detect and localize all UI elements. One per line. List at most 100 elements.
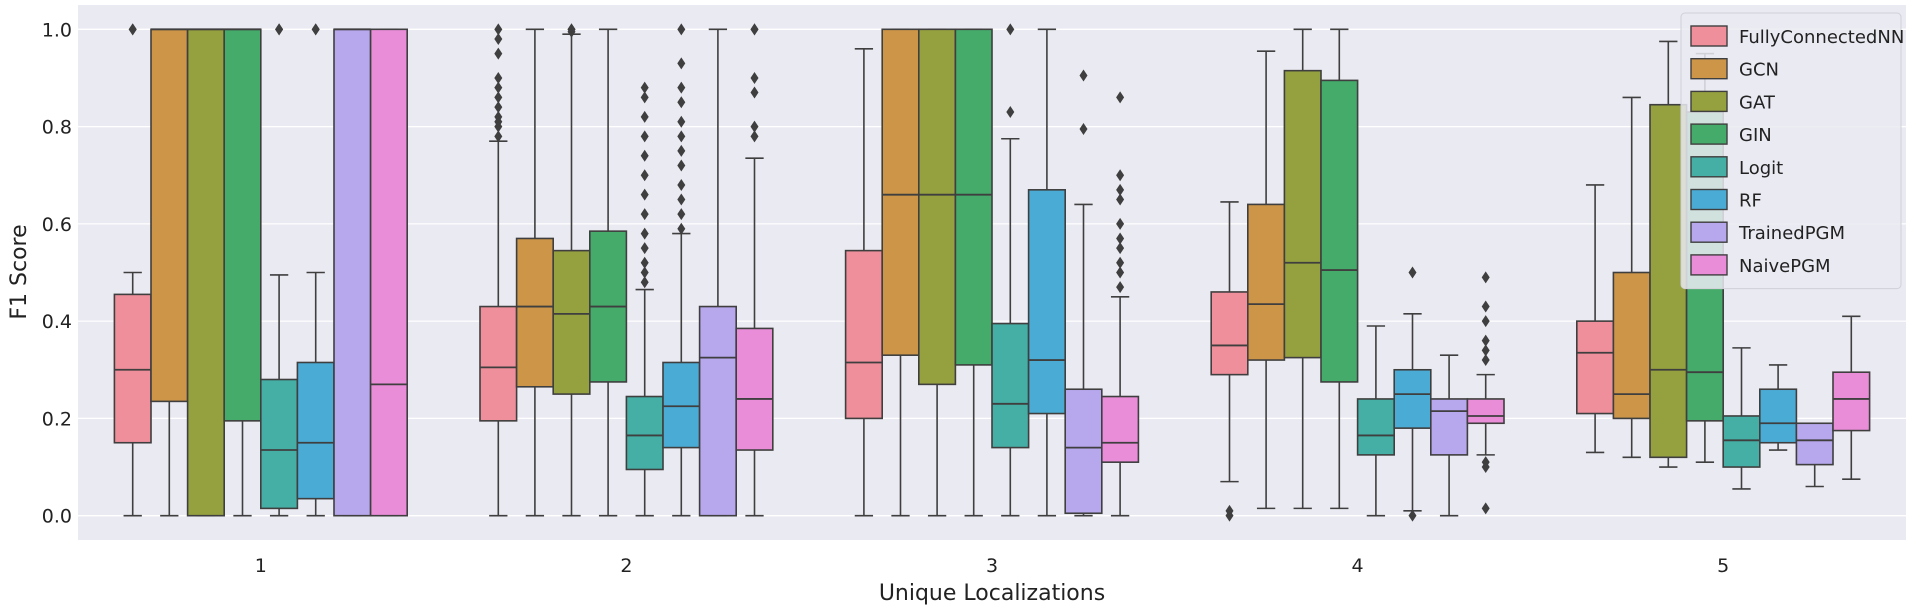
outlier-point — [494, 23, 503, 36]
legend-swatch — [1690, 58, 1728, 80]
outlier-point — [750, 86, 759, 99]
box-Logit-1 — [259, 23, 299, 517]
box-body — [1210, 291, 1249, 376]
box-Logit-5 — [1722, 347, 1761, 490]
legend-label: Logit — [1739, 158, 1783, 179]
outlier-point — [677, 208, 686, 221]
legend-label: FullyConnectedNN — [1739, 27, 1904, 48]
y-tick-label: 0.6 — [42, 214, 72, 236]
outlier-point — [640, 169, 649, 182]
outlier-point — [1481, 456, 1490, 469]
box-body — [1247, 203, 1286, 361]
box-body — [150, 28, 189, 403]
box-FullyConnectedNN-5 — [1576, 184, 1615, 454]
x-axis-label: Unique Localizations — [879, 581, 1105, 606]
outlier-point — [677, 81, 686, 94]
outlier-point — [1481, 334, 1490, 347]
outlier-point — [750, 23, 759, 36]
box-GAT-2 — [552, 23, 591, 517]
box-body — [369, 28, 409, 517]
box-body — [113, 293, 152, 444]
box-body — [1393, 368, 1432, 429]
box-body — [1759, 388, 1798, 444]
outlier-point — [1481, 344, 1490, 357]
legend-label: RF — [1739, 191, 1762, 212]
legend-item-NaivePGM: NaivePGM — [1690, 254, 1831, 277]
outlier-point — [1006, 23, 1015, 36]
box-body — [698, 305, 737, 517]
legend-item-GAT: GAT — [1690, 90, 1776, 113]
box-body — [1064, 388, 1103, 515]
outlier-point — [640, 208, 649, 221]
outlier-point — [640, 242, 649, 255]
outlier-point — [1079, 69, 1088, 82]
box-body — [259, 378, 299, 510]
box-body — [1283, 69, 1322, 359]
outlier-point — [640, 149, 649, 162]
outlier-point — [1225, 504, 1234, 517]
box-body — [1466, 398, 1505, 425]
box-GAT-4 — [1283, 28, 1322, 510]
legend-item-FullyConnectedNN: FullyConnectedNN — [1690, 25, 1904, 48]
box-body — [881, 28, 920, 356]
box-NaivePGM-5 — [1832, 315, 1871, 481]
legend-label: TrainedPGM — [1738, 223, 1845, 244]
outlier-point — [1116, 281, 1125, 294]
outlier-point — [750, 71, 759, 84]
outlier-point — [677, 115, 686, 128]
box-body — [1320, 79, 1359, 383]
box-RF-2 — [662, 23, 701, 517]
outlier-point — [677, 23, 686, 36]
outlier-point — [494, 130, 503, 143]
box-body — [1356, 398, 1395, 456]
outlier-point — [128, 23, 137, 36]
outlier-point — [494, 47, 503, 60]
outlier-point — [1006, 106, 1015, 118]
legend-swatch — [1690, 25, 1728, 47]
outlier-point — [1481, 502, 1490, 515]
outlier-point — [1116, 256, 1125, 269]
x-tick-label: 3 — [986, 555, 998, 577]
outlier-point — [494, 81, 503, 94]
outlier-point — [640, 188, 649, 201]
box-body — [1101, 395, 1140, 463]
box-body — [1612, 271, 1651, 420]
box-GIN-3 — [954, 28, 993, 517]
box-body — [296, 361, 335, 500]
box-GCN-1 — [150, 28, 189, 517]
y-tick-label: 1.0 — [42, 19, 72, 41]
outlier-point — [640, 130, 649, 143]
box-RF-1 — [296, 23, 335, 517]
legend: FullyConnectedNN GCN GAT GIN Logit RF TrainedP… — [1680, 12, 1904, 290]
box-body — [333, 28, 372, 517]
outlier-point — [275, 23, 284, 36]
box-TrainedPGM-3 — [1064, 69, 1103, 517]
outlier-point — [677, 144, 686, 157]
box-GAT-3 — [917, 28, 957, 517]
box-GCN-5 — [1612, 96, 1651, 459]
x-tick-label: 4 — [1352, 555, 1364, 577]
box-FullyConnectedNN-2 — [479, 23, 518, 517]
outlier-point — [1116, 91, 1125, 104]
outlier-point — [1116, 232, 1125, 245]
outlier-point — [750, 130, 759, 143]
box-TrainedPGM-5 — [1795, 422, 1834, 488]
box-GCN-4 — [1247, 50, 1286, 510]
outlier-point — [750, 120, 759, 133]
outlier-point — [640, 256, 649, 269]
box-GCN-2 — [515, 28, 554, 517]
outlier-point — [1116, 266, 1125, 279]
legend-item-RF: RF — [1690, 188, 1762, 212]
box-GIN-2 — [588, 28, 628, 517]
legend-swatch — [1690, 188, 1728, 211]
outlier-point — [677, 96, 686, 109]
box-body — [1027, 189, 1066, 415]
box-RF-4 — [1393, 266, 1432, 522]
box-body — [917, 28, 957, 386]
box-body — [1576, 320, 1615, 415]
outlier-point — [1481, 354, 1490, 367]
x-tick-label: 2 — [620, 555, 632, 577]
outlier-point — [1481, 315, 1490, 328]
box-TrainedPGM-2 — [698, 28, 737, 517]
